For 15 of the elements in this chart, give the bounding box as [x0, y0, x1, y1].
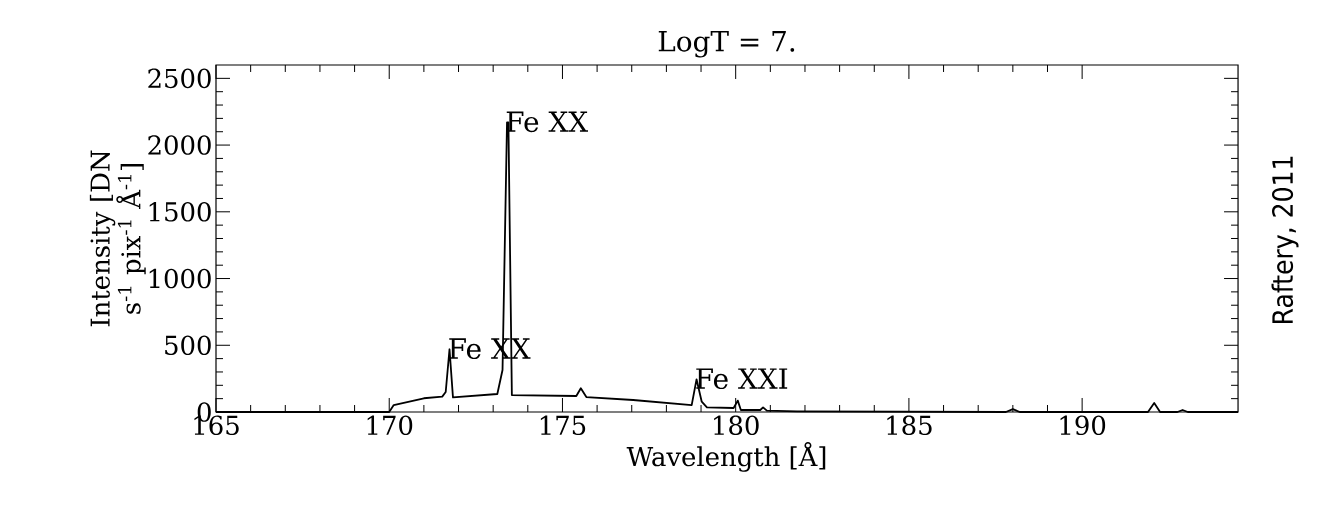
- y-tick-label: 2000: [148, 135, 211, 155]
- x-tick-label: 190: [1060, 415, 1106, 436]
- y-tick-label: 1000: [149, 268, 211, 289]
- x-tick-label: 170: [367, 415, 413, 436]
- y-tick-label: 500: [165, 335, 211, 356]
- annotation: Fe XXI: [696, 368, 788, 390]
- x-tick-label: 185: [887, 415, 932, 436]
- y-tick-label: 2500: [148, 68, 211, 89]
- chart-title: LogT = 7.: [658, 30, 795, 58]
- annotation: Fe XX: [506, 111, 589, 133]
- x-axis-title: Wavelength [Å]: [626, 441, 826, 472]
- x-tick-label: 175: [540, 415, 586, 436]
- y-tick-label: 1500: [149, 202, 211, 222]
- text: Raftery, 2011: [1271, 156, 1299, 324]
- x-tick-label: 180: [714, 415, 759, 436]
